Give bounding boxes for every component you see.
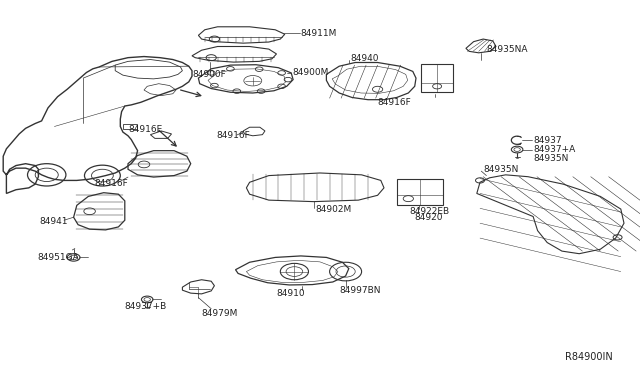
Text: 84916F: 84916F [378, 98, 412, 107]
Text: 84937: 84937 [534, 136, 563, 145]
Text: 84916E: 84916E [128, 125, 163, 134]
Text: 84941: 84941 [40, 217, 68, 226]
Text: R84900IN: R84900IN [565, 352, 613, 362]
Text: 84902M: 84902M [315, 205, 351, 214]
Text: 84935NA: 84935NA [486, 45, 528, 54]
Text: -: - [65, 253, 68, 262]
Text: 84900M: 84900M [292, 68, 329, 77]
Bar [397, 179, 443, 205]
Text: 84911M: 84911M [301, 29, 337, 38]
Text: 84951GA: 84951GA [37, 253, 79, 262]
Text: 84922EB: 84922EB [410, 207, 450, 216]
Bar [123, 124, 137, 129]
Bar [421, 64, 453, 92]
Text: 84997BN: 84997BN [339, 286, 381, 295]
Text: 84920: 84920 [415, 213, 444, 222]
Text: 84940: 84940 [350, 54, 379, 63]
Text: 84979M: 84979M [202, 309, 238, 318]
Text: 84916F: 84916F [95, 179, 129, 187]
Text: 84937+B: 84937+B [125, 302, 167, 311]
Text: 84935N: 84935N [534, 154, 569, 163]
Text: 84910: 84910 [276, 289, 305, 298]
Text: 84935N: 84935N [483, 165, 518, 174]
Text: 84916F: 84916F [216, 131, 250, 140]
Text: 84900F: 84900F [192, 70, 226, 79]
Text: 84937+A: 84937+A [534, 145, 576, 154]
